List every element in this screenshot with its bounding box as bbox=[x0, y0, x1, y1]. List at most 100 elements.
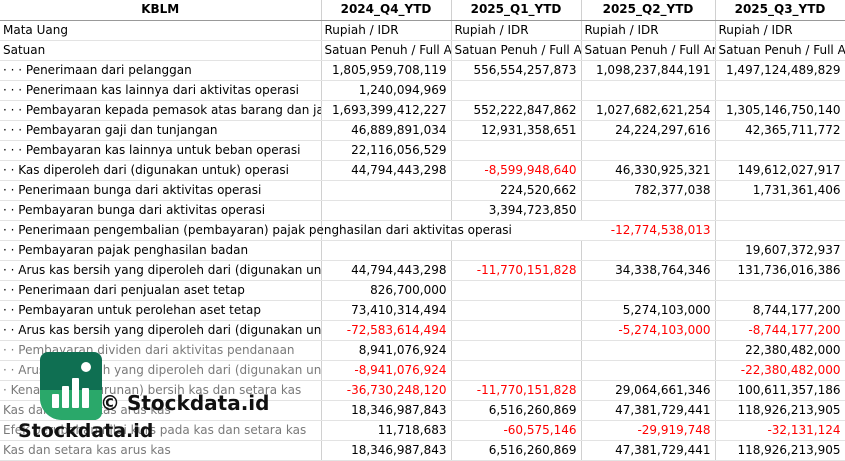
value-cell[interactable] bbox=[581, 340, 716, 361]
value-cell[interactable]: 44,794,443,298 bbox=[321, 160, 452, 181]
value-cell[interactable]: 22,380,482,000 bbox=[715, 340, 845, 361]
value-cell[interactable] bbox=[451, 300, 582, 321]
value-cell[interactable]: 18,346,987,843 bbox=[321, 440, 452, 461]
value-cell[interactable]: 42,365,711,772 bbox=[715, 120, 845, 141]
value-cell[interactable]: 29,064,661,346 bbox=[581, 380, 716, 401]
meta-cell[interactable]: Satuan Penuh / Full Amount bbox=[321, 40, 452, 61]
meta-cell[interactable]: Satuan Penuh / Full Amount bbox=[715, 40, 845, 61]
value-cell[interactable] bbox=[581, 240, 716, 261]
value-cell[interactable] bbox=[451, 340, 582, 361]
value-cell[interactable]: 1,098,237,844,191 bbox=[581, 60, 716, 81]
value-cell[interactable] bbox=[451, 80, 582, 101]
row-label[interactable]: · · Kas diperoleh dari (digunakan untuk)… bbox=[0, 160, 322, 181]
value-cell[interactable] bbox=[581, 360, 716, 381]
row-label[interactable]: Kas dan setara kas arus kas bbox=[0, 400, 322, 421]
value-cell[interactable]: 6,516,260,869 bbox=[451, 440, 582, 461]
row-label[interactable]: · · Penerimaan pengembalian (pembayaran)… bbox=[0, 220, 512, 241]
value-cell[interactable]: 1,805,959,708,119 bbox=[321, 60, 452, 81]
meta-cell[interactable]: Satuan Penuh / Full Amount bbox=[451, 40, 582, 61]
value-cell[interactable]: 18,346,987,843 bbox=[321, 400, 452, 421]
period-header-2025-q1[interactable]: 2025_Q1_YTD bbox=[451, 0, 582, 21]
meta-cell[interactable]: Rupiah / IDR bbox=[581, 20, 716, 41]
value-cell[interactable] bbox=[451, 140, 582, 161]
period-header-2025-q3[interactable]: 2025_Q3_YTD bbox=[715, 0, 845, 21]
value-cell[interactable]: 24,224,297,616 bbox=[581, 120, 716, 141]
row-label[interactable]: · · Penerimaan dari penjualan aset tetap bbox=[0, 280, 322, 301]
value-cell[interactable] bbox=[321, 200, 452, 221]
value-cell[interactable]: -8,599,948,640 bbox=[451, 160, 582, 181]
value-cell[interactable]: -36,730,248,120 bbox=[321, 380, 452, 401]
value-cell[interactable] bbox=[581, 140, 716, 161]
ticker-header[interactable]: KBLM bbox=[0, 0, 322, 21]
value-cell[interactable] bbox=[581, 200, 716, 221]
value-cell[interactable]: 12,931,358,651 bbox=[451, 120, 582, 141]
value-cell[interactable] bbox=[581, 280, 716, 301]
value-cell[interactable]: -8,744,177,200 bbox=[715, 320, 845, 341]
period-header-2025-q2[interactable]: 2025_Q2_YTD bbox=[581, 0, 716, 21]
row-label[interactable]: Mata Uang bbox=[0, 20, 322, 41]
value-cell[interactable]: 556,554,257,873 bbox=[451, 60, 582, 81]
row-label[interactable]: · Kenaikan (penurunan) bersih kas dan se… bbox=[0, 380, 322, 401]
value-cell[interactable]: 3,394,723,850 bbox=[451, 200, 582, 221]
value-cell[interactable] bbox=[451, 360, 582, 381]
row-label[interactable]: · · Arus kas bersih yang diperoleh dari … bbox=[0, 260, 322, 281]
row-label[interactable]: · · Arus kas bersih yang diperoleh dari … bbox=[0, 320, 322, 341]
value-cell[interactable] bbox=[715, 80, 845, 101]
period-header-2024-q4[interactable]: 2024_Q4_YTD bbox=[321, 0, 452, 21]
value-cell[interactable]: 8,941,076,924 bbox=[321, 340, 452, 361]
meta-cell[interactable]: Rupiah / IDR bbox=[321, 20, 452, 41]
value-cell[interactable]: 46,330,925,321 bbox=[581, 160, 716, 181]
value-cell[interactable]: 826,700,000 bbox=[321, 280, 452, 301]
value-cell[interactable] bbox=[451, 280, 582, 301]
row-label[interactable]: · · Pembayaran bunga dari aktivitas oper… bbox=[0, 200, 322, 221]
value-cell[interactable] bbox=[451, 320, 582, 341]
value-cell[interactable]: -12,774,538,013 bbox=[581, 220, 716, 241]
value-cell[interactable]: -22,380,482,000 bbox=[715, 360, 845, 381]
value-cell[interactable]: 1,027,682,621,254 bbox=[581, 100, 716, 121]
value-cell[interactable]: 47,381,729,441 bbox=[581, 400, 716, 421]
value-cell[interactable] bbox=[581, 80, 716, 101]
row-label[interactable]: Satuan bbox=[0, 40, 322, 61]
row-label[interactable]: · · · Pembayaran gaji dan tunjangan bbox=[0, 120, 322, 141]
row-label[interactable]: · · · Pembayaran kas lainnya untuk beban… bbox=[0, 140, 322, 161]
row-label[interactable]: · · · Penerimaan kas lainnya dari aktivi… bbox=[0, 80, 322, 101]
value-cell[interactable]: 118,926,213,905 bbox=[715, 400, 845, 421]
row-label[interactable]: · · Penerimaan bunga dari aktivitas oper… bbox=[0, 180, 322, 201]
row-label[interactable]: · · · Penerimaan dari pelanggan bbox=[0, 60, 322, 81]
value-cell[interactable] bbox=[321, 180, 452, 201]
value-cell[interactable]: -8,941,076,924 bbox=[321, 360, 452, 381]
row-label[interactable]: · · Pembayaran pajak penghasilan badan bbox=[0, 240, 322, 261]
value-cell[interactable]: 11,718,683 bbox=[321, 420, 452, 441]
value-cell[interactable]: 47,381,729,441 bbox=[581, 440, 716, 461]
value-cell[interactable]: 44,794,443,298 bbox=[321, 260, 452, 281]
value-cell[interactable]: 1,240,094,969 bbox=[321, 80, 452, 101]
row-label[interactable]: Efek perubahan nilai kurs pada kas dan s… bbox=[0, 420, 322, 441]
value-cell[interactable] bbox=[451, 240, 582, 261]
value-cell[interactable]: 73,410,314,494 bbox=[321, 300, 452, 321]
row-label[interactable]: · · · Pembayaran kepada pemasok atas bar… bbox=[0, 100, 322, 121]
value-cell[interactable] bbox=[451, 220, 581, 241]
value-cell[interactable]: 131,736,016,386 bbox=[715, 260, 845, 281]
value-cell[interactable] bbox=[715, 200, 845, 221]
value-cell[interactable]: -11,770,151,828 bbox=[451, 260, 582, 281]
value-cell[interactable] bbox=[321, 220, 451, 241]
value-cell[interactable]: 782,377,038 bbox=[581, 180, 716, 201]
value-cell[interactable]: 6,516,260,869 bbox=[451, 400, 582, 421]
value-cell[interactable]: 149,612,027,917 bbox=[715, 160, 845, 181]
value-cell[interactable] bbox=[715, 220, 845, 241]
value-cell[interactable]: 1,305,146,750,140 bbox=[715, 100, 845, 121]
value-cell[interactable]: -5,274,103,000 bbox=[581, 320, 716, 341]
value-cell[interactable]: 19,607,372,937 bbox=[715, 240, 845, 261]
value-cell[interactable]: 224,520,662 bbox=[451, 180, 582, 201]
value-cell[interactable] bbox=[321, 240, 452, 261]
value-cell[interactable]: 552,222,847,862 bbox=[451, 100, 582, 121]
value-cell[interactable]: 1,693,399,412,227 bbox=[321, 100, 452, 121]
value-cell[interactable]: 118,926,213,905 bbox=[715, 440, 845, 461]
row-label[interactable]: · · Arus kas bersih yang diperoleh dari … bbox=[0, 360, 322, 381]
row-label[interactable]: · · Pembayaran dividen dari aktivitas pe… bbox=[0, 340, 322, 361]
meta-cell[interactable]: Rupiah / IDR bbox=[451, 20, 582, 41]
value-cell[interactable]: 8,744,177,200 bbox=[715, 300, 845, 321]
value-cell[interactable]: -60,575,146 bbox=[451, 420, 582, 441]
value-cell[interactable] bbox=[715, 140, 845, 161]
value-cell[interactable]: -29,919,748 bbox=[581, 420, 716, 441]
